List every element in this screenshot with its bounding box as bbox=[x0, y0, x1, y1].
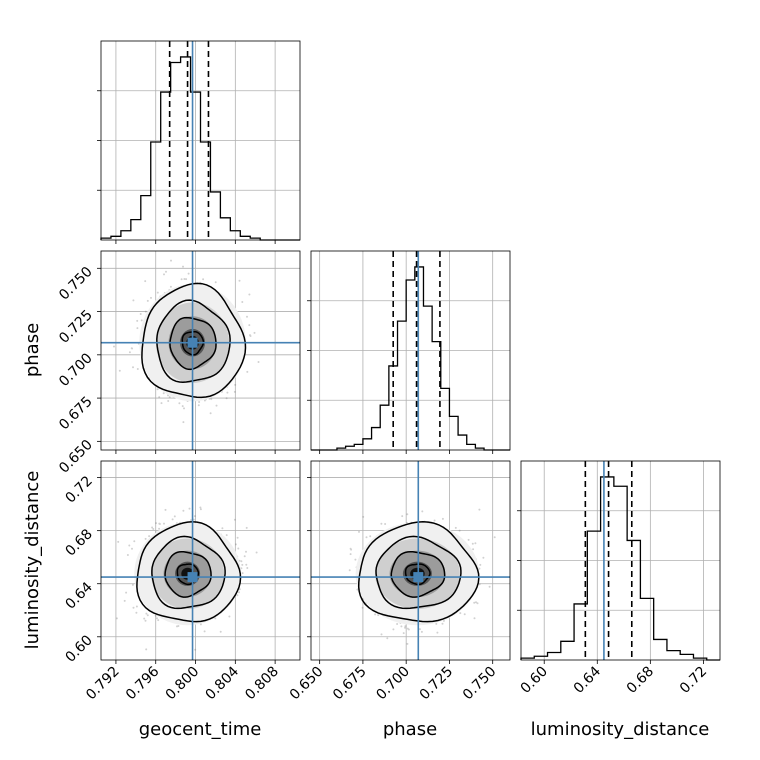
histogram-bin bbox=[406, 280, 415, 450]
truth-marker bbox=[187, 572, 198, 583]
histogram-bin bbox=[181, 57, 191, 240]
y-axis-label-phase: phase bbox=[22, 323, 43, 377]
truth-marker bbox=[413, 572, 424, 583]
histogram-bin bbox=[363, 439, 372, 450]
panel-frame bbox=[100, 250, 301, 451]
contour-line bbox=[151, 535, 226, 610]
histogram-bin bbox=[380, 405, 389, 450]
histogram-bin bbox=[398, 321, 407, 450]
histogram-bin bbox=[354, 444, 363, 450]
x-tick-label: 0.675 bbox=[330, 664, 370, 704]
histogram-bin bbox=[614, 486, 627, 660]
contour-line bbox=[404, 563, 431, 586]
y-tick-label: 0.750 bbox=[56, 264, 96, 304]
panel-frame bbox=[310, 460, 511, 661]
x-tick-label: 0.700 bbox=[373, 664, 413, 704]
x-tick-label: 0.72 bbox=[677, 664, 710, 697]
x-tick-label: 0.60 bbox=[518, 664, 551, 697]
histogram-bin bbox=[121, 231, 131, 240]
y-tick-label: 0.725 bbox=[56, 307, 96, 347]
joint-panel-geocent-time-vs-phase bbox=[101, 251, 300, 450]
contour-line bbox=[390, 550, 446, 598]
histogram-bin bbox=[171, 62, 181, 240]
x-tick-label: 0.800 bbox=[163, 664, 203, 704]
panel-frame bbox=[100, 40, 301, 241]
histogram-bin bbox=[389, 366, 398, 450]
histogram-bin bbox=[627, 540, 640, 660]
panel-frame bbox=[100, 460, 301, 661]
x-tick-label: 0.796 bbox=[123, 663, 163, 703]
x-tick-label: 0.792 bbox=[83, 664, 123, 704]
histogram-bin bbox=[131, 220, 141, 240]
contour-line bbox=[375, 535, 462, 610]
y-tick-label: 0.72 bbox=[62, 473, 95, 506]
histogram-bin bbox=[667, 651, 680, 660]
histogram-bin bbox=[601, 477, 614, 660]
contour-line bbox=[164, 550, 212, 598]
x-tick-label: 0.650 bbox=[287, 664, 327, 704]
histogram-step bbox=[520, 476, 720, 661]
histogram-bin bbox=[372, 428, 381, 450]
y-tick-label: 0.60 bbox=[62, 632, 95, 665]
histogram-bin bbox=[441, 388, 450, 450]
y-tick-label: 0.675 bbox=[56, 394, 96, 434]
x-tick-label: 0.68 bbox=[624, 664, 657, 697]
contour-line bbox=[136, 521, 242, 623]
histogram-bin bbox=[680, 654, 693, 660]
y-tick-label: 0.700 bbox=[56, 350, 96, 390]
x-axis-label-phase: phase bbox=[383, 719, 437, 740]
histogram-bin bbox=[141, 196, 151, 240]
histogram-step bbox=[100, 56, 300, 241]
x-tick-label: 0.808 bbox=[242, 664, 282, 704]
contour-line bbox=[357, 521, 480, 623]
panel-frame bbox=[310, 250, 511, 451]
histogram-bin bbox=[587, 531, 600, 660]
joint-panel-content bbox=[311, 461, 510, 660]
x-tick-label: 0.750 bbox=[460, 664, 500, 704]
histogram-panel-phase bbox=[307, 251, 510, 451]
y-tick-label: 0.64 bbox=[62, 579, 95, 612]
joint-panel-geocent-time-vs-luminosity-distance bbox=[101, 461, 300, 660]
histogram-step bbox=[311, 266, 510, 451]
histogram-bin bbox=[458, 435, 467, 450]
joint-panel-content bbox=[101, 461, 300, 660]
x-axis-label-geocent-time: geocent_time bbox=[139, 719, 262, 740]
histogram-bin bbox=[640, 598, 653, 660]
histogram-bin bbox=[151, 142, 161, 240]
y-tick-label: 0.650 bbox=[56, 437, 96, 477]
histogram-panel-geocent-time bbox=[97, 41, 300, 241]
histogram-bin bbox=[423, 306, 432, 450]
x-tick-label: 0.64 bbox=[571, 663, 604, 696]
histogram-bin bbox=[654, 639, 667, 660]
histogram-bin bbox=[449, 416, 458, 450]
histogram-panel-luminosity-distance bbox=[517, 461, 720, 661]
x-tick-label: 0.804 bbox=[202, 663, 242, 703]
histogram-bin bbox=[561, 641, 574, 660]
joint-panel-content bbox=[101, 251, 300, 450]
x-tick-label: 0.725 bbox=[417, 664, 457, 704]
histogram-bin bbox=[210, 192, 220, 240]
histogram-bin bbox=[230, 231, 240, 240]
joint-panel-phase-vs-luminosity-distance bbox=[311, 461, 510, 660]
histogram-bin bbox=[220, 218, 230, 240]
histogram-bin bbox=[467, 444, 476, 450]
y-axis-label-luminosity-distance: luminosity_distance bbox=[22, 471, 43, 650]
truth-marker bbox=[187, 337, 198, 348]
panel-frame bbox=[520, 460, 721, 661]
y-tick-label: 0.68 bbox=[62, 526, 95, 559]
histogram-bin bbox=[548, 653, 561, 660]
x-axis-label-luminosity-distance: luminosity_distance bbox=[531, 719, 710, 740]
